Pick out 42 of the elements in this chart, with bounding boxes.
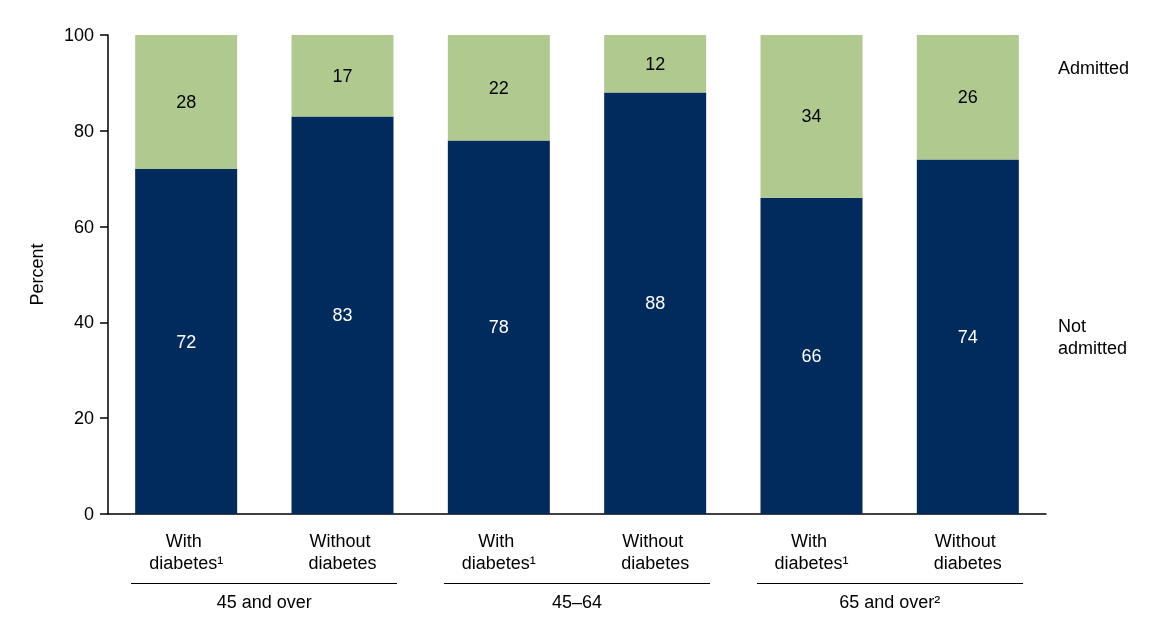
bar (916, 35, 1019, 160)
bar (604, 92, 707, 514)
data-label: 12 (645, 53, 666, 74)
bar (760, 35, 863, 198)
bar (604, 35, 707, 93)
data-label: 83 (332, 305, 353, 326)
bar (916, 159, 1019, 514)
data-label: 26 (957, 87, 978, 108)
y-axis-title: Percent (27, 243, 47, 306)
y-tick-label: 20 (73, 408, 94, 429)
text: 45–64 (443, 583, 711, 613)
bar (135, 169, 238, 514)
bar (135, 35, 238, 170)
x-tick-label: Without diabetes (621, 531, 690, 573)
text: 65 and over² (756, 583, 1023, 613)
data-label: 28 (176, 92, 197, 113)
x-tick-label: Without diabetes (308, 531, 377, 573)
x-tick-label: With diabetes¹ (774, 531, 849, 573)
bar (291, 35, 394, 117)
text: Not admitted (1058, 315, 1128, 358)
bar (447, 140, 550, 514)
y-tick-label: 0 (83, 504, 94, 524)
y-tick-label: 60 (73, 216, 94, 237)
y-tick-label: 100 (63, 25, 94, 45)
data-label: 17 (332, 65, 353, 86)
text: Admitted (1058, 58, 1130, 79)
bar (760, 197, 863, 514)
data-label: 34 (801, 106, 822, 127)
data-label: 22 (488, 77, 509, 98)
y-tick-label: 40 (73, 312, 94, 333)
x-tick-label: With diabetes¹ (149, 531, 224, 573)
data-label: 78 (488, 317, 509, 338)
data-label: 66 (801, 345, 822, 366)
data-label: 88 (645, 293, 666, 314)
x-tick-label: With diabetes¹ (461, 531, 536, 573)
bar (447, 35, 550, 141)
text: 45 and over (131, 583, 398, 613)
data-label: 74 (957, 326, 978, 347)
data-label: 72 (176, 331, 197, 352)
x-tick-label: Without diabetes (933, 531, 1002, 573)
bar (291, 116, 394, 514)
y-tick-label: 80 (73, 120, 94, 141)
